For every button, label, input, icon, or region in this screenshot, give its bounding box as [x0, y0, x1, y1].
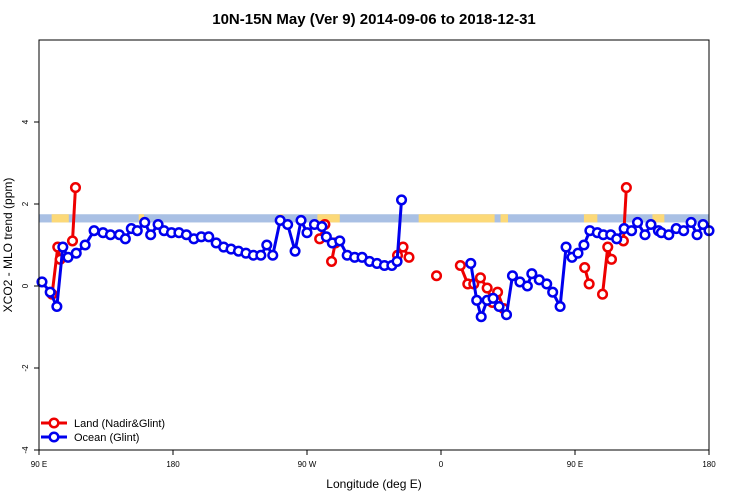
data-point	[326, 255, 338, 267]
data-point	[620, 182, 632, 194]
data-point	[316, 221, 328, 233]
data-point	[51, 300, 63, 313]
x-tick-label: 90 E	[31, 460, 47, 469]
y-tick-label: -2	[21, 364, 30, 372]
ocean-band	[39, 214, 709, 223]
data-point	[395, 194, 408, 206]
x-tick-label: 180	[702, 460, 716, 469]
data-point	[541, 278, 553, 290]
land-band-segment	[500, 214, 508, 223]
data-point	[57, 241, 69, 253]
chart-title: 10N-15N May (Ver 9) 2014-09-06 to 2018-1…	[212, 11, 536, 28]
data-point	[145, 229, 157, 241]
data-point	[62, 251, 74, 263]
data-point	[500, 309, 513, 321]
data-point	[596, 288, 609, 300]
data-point	[691, 229, 703, 241]
data-point	[645, 218, 657, 231]
data-point	[639, 229, 651, 241]
data-point	[521, 280, 533, 292]
data-point	[663, 229, 675, 241]
data-point	[454, 259, 466, 272]
data-point	[547, 286, 559, 298]
legend-land-marker	[48, 417, 60, 429]
land-band-segment	[652, 214, 665, 223]
data-point	[397, 241, 409, 253]
x-tick-label: 180	[166, 460, 180, 469]
land-band-segment	[317, 214, 340, 223]
data-point	[267, 249, 279, 261]
data-point	[79, 239, 91, 251]
data-point	[631, 216, 644, 228]
x-tick-label: 90 E	[567, 460, 583, 469]
series-line	[71, 187, 77, 241]
y-tick-label: 4	[21, 119, 30, 124]
legend-ocean-marker	[48, 431, 60, 443]
data-point	[261, 239, 273, 251]
data-point	[391, 255, 403, 267]
data-point	[493, 300, 505, 313]
series-0	[46, 182, 632, 315]
data-point	[69, 182, 82, 194]
data-point	[685, 216, 697, 228]
data-point	[572, 247, 584, 259]
legend-ocean-label: Ocean (Glint)	[74, 432, 139, 444]
data-point	[255, 249, 267, 261]
x-axis-label: Longitude (deg E)	[326, 477, 421, 491]
data-point	[554, 300, 566, 313]
plot-frame	[38, 39, 710, 451]
y-tick-label: 2	[21, 201, 30, 206]
data-point	[334, 235, 346, 247]
data-point	[203, 231, 215, 243]
x-axis: 90 E 180 90 W 0 90 E 180	[31, 450, 716, 469]
data-point	[403, 251, 415, 263]
legend-land-label: Land (Nadir&Glint)	[74, 418, 165, 430]
data-point	[602, 241, 614, 253]
data-point	[526, 268, 538, 280]
data-point	[70, 247, 82, 259]
data-point	[506, 270, 519, 282]
legend: Land (Nadir&Glint) Ocean (Glint)	[41, 417, 165, 444]
data-point	[583, 278, 595, 290]
data-point	[560, 241, 572, 253]
data-point	[44, 286, 56, 298]
y-tick-label: -4	[21, 446, 30, 454]
data-point	[474, 272, 487, 284]
data-point	[282, 218, 294, 231]
data-point	[36, 276, 48, 288]
data-point	[678, 225, 690, 237]
y-axis-label: XCO2 - MLO trend (ppm)	[1, 178, 15, 313]
data-point	[626, 225, 638, 237]
data-point	[295, 214, 307, 226]
data-point	[611, 233, 623, 245]
data-point	[471, 294, 483, 306]
x-tick-label: 90 W	[298, 460, 317, 469]
data-point	[605, 253, 618, 265]
land-band-segment	[51, 214, 69, 223]
data-point	[88, 225, 100, 237]
data-point	[119, 233, 131, 245]
data-point	[487, 292, 499, 304]
land-band-segment	[418, 214, 495, 223]
data-point	[430, 270, 443, 282]
data-point	[465, 257, 477, 270]
series-layer	[36, 182, 715, 323]
data-point	[289, 245, 301, 257]
data-point	[475, 311, 487, 323]
data-point	[66, 235, 79, 247]
y-axis: -4 -2 0 2 4	[21, 119, 39, 454]
data-point	[578, 239, 590, 251]
data-point	[104, 229, 117, 241]
data-point	[481, 282, 493, 294]
data-point	[131, 225, 143, 237]
data-point	[579, 262, 591, 274]
y-tick-label: 0	[21, 283, 30, 288]
land-band-segment	[583, 214, 598, 223]
x-tick-label: 0	[439, 460, 444, 469]
series-1	[36, 194, 715, 323]
data-point	[139, 216, 151, 228]
data-point	[301, 227, 313, 239]
